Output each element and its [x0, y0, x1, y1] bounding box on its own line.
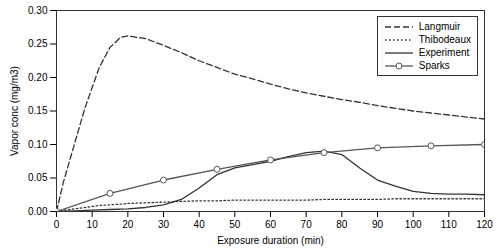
- svg-text:0.00: 0.00: [28, 206, 48, 217]
- svg-text:0.05: 0.05: [28, 172, 48, 183]
- svg-text:30: 30: [158, 219, 170, 230]
- html-text:Thibodeaux: Thibodeaux: [418, 34, 471, 45]
- svg-text:0: 0: [54, 219, 60, 230]
- svg-text:20: 20: [122, 219, 134, 230]
- svg-text:0.20: 0.20: [28, 72, 48, 83]
- html-text:Experiment: Experiment: [418, 47, 470, 58]
- svg-text:120: 120: [476, 219, 493, 230]
- svg-text:60: 60: [265, 219, 277, 230]
- svg-text:Vapor conc (mg/m3): Vapor conc (mg/m3): [9, 66, 20, 156]
- svg-text:0.15: 0.15: [28, 105, 48, 116]
- svg-text:70: 70: [301, 219, 313, 230]
- svg-text:40: 40: [194, 219, 206, 230]
- svg-text:80: 80: [336, 219, 348, 230]
- html-text:Sparks: Sparks: [418, 60, 450, 71]
- svg-text:50: 50: [229, 219, 241, 230]
- svg-text:110: 110: [441, 219, 457, 230]
- svg-text:0.30: 0.30: [28, 5, 48, 16]
- svg-text:Exposure duration (min): Exposure duration (min): [217, 235, 324, 246]
- svg-text:100: 100: [405, 219, 422, 230]
- svg-text:0.10: 0.10: [28, 139, 48, 150]
- svg-text:90: 90: [372, 219, 384, 230]
- svg-text:0.25: 0.25: [28, 38, 48, 49]
- svg-text:10: 10: [87, 219, 99, 230]
- html-text:Langmuir: Langmuir: [418, 21, 461, 32]
